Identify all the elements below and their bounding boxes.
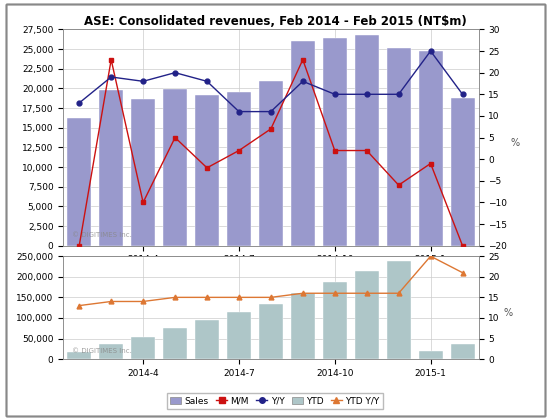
Text: ASE: Consolidated revenues, Feb 2014 - Feb 2015 (NT$m): ASE: Consolidated revenues, Feb 2014 - F… [84, 15, 466, 28]
Bar [387, 48, 411, 246]
Bar [291, 293, 315, 359]
Bar [131, 336, 155, 359]
Bar [450, 98, 475, 246]
Bar [163, 89, 187, 246]
Bar [99, 344, 123, 359]
Bar [259, 81, 283, 246]
Bar [99, 90, 123, 246]
Bar [355, 35, 379, 246]
Bar [67, 352, 91, 359]
Bar [163, 328, 187, 359]
Bar [227, 312, 251, 359]
Bar [419, 352, 443, 359]
Bar [323, 282, 346, 359]
Bar [450, 344, 475, 359]
Bar [259, 304, 283, 359]
Y-axis label: %: % [503, 307, 513, 318]
Bar [195, 94, 219, 246]
Legend: Sales, M/M, Y/Y, YTD, YTD Y/Y: Sales, M/M, Y/Y, YTD, YTD Y/Y [167, 393, 383, 409]
Bar [227, 92, 251, 246]
Bar [323, 38, 346, 246]
Bar [291, 41, 315, 246]
Bar [419, 51, 443, 246]
Bar [67, 118, 91, 246]
Bar [131, 99, 155, 246]
Bar [387, 261, 411, 359]
Y-axis label: %: % [511, 138, 520, 147]
Bar [355, 271, 379, 359]
Text: © DIGITIMES Inc.: © DIGITIMES Inc. [72, 348, 131, 354]
Bar [195, 320, 219, 359]
Text: © DIGITIMES Inc.: © DIGITIMES Inc. [72, 232, 131, 238]
